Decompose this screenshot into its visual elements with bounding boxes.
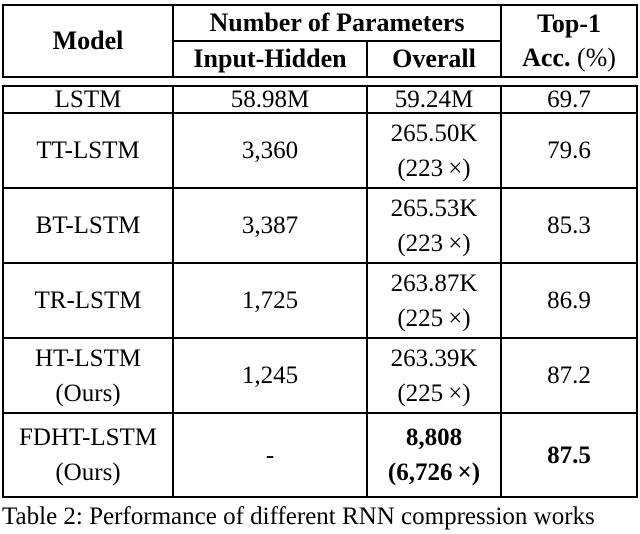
header-top1-acc: Top-1 Acc. (%) [500, 4, 639, 78]
cell-top1-acc: 85.3 [500, 187, 638, 264]
cell-model: FDHT-LSTM (Ours) [2, 412, 174, 498]
overall-ratio: (225 ×) [397, 304, 471, 332]
cell-model: LSTM [2, 85, 174, 114]
table-row-tr-lstm: TR-LSTM 1,725 263.87K (225 ×) 86.9 [2, 262, 638, 339]
table-row-ht-lstm: HT-LSTM (Ours) 1,245 263.39K (225 ×) 87.… [2, 337, 638, 414]
overall-value: 265.50K [390, 119, 478, 147]
header-top1-line1: Top-1 [536, 9, 602, 38]
overall-value: 263.87K [390, 269, 478, 297]
table-caption: Table 2: Performance of different RNN co… [2, 503, 595, 530]
model-name: FDHT-LSTM [19, 424, 157, 451]
header-row-1: Model Number of Parameters Top-1 Acc. (%… [2, 4, 639, 78]
cell-model: BT-LSTM [2, 187, 174, 264]
cell-top1-acc: 87.2 [500, 337, 638, 414]
cell-overall: 263.39K (225 ×) [366, 337, 502, 414]
header-input-hidden: Input-Hidden [172, 40, 368, 78]
cell-input-hidden: 3,360 [172, 112, 368, 189]
model-name: BT-LSTM [35, 212, 141, 239]
overall-ratio: (223 ×) [397, 154, 471, 182]
header-overall: Overall [365, 40, 503, 78]
header-num-params: Number of Parameters [171, 4, 503, 42]
overall-value: 265.53K [390, 194, 478, 222]
cell-input-hidden: - [172, 412, 368, 498]
header-pct-label: (%) [576, 43, 616, 72]
table-row-fdht-lstm: FDHT-LSTM (Ours) - 8,808 (6,726 ×) 87.5 [2, 412, 638, 498]
table-row-lstm: LSTM 58.98M 59.24M 69.7 [2, 85, 638, 114]
cell-top1-acc: 87.5 [500, 412, 638, 498]
results-table-body: LSTM 58.98M 59.24M 69.7 TT-LSTM 3,360 26… [2, 85, 638, 498]
cell-overall: 265.53K (223 ×) [366, 187, 502, 264]
model-name: HT-LSTM [34, 344, 142, 372]
model-sub: (Ours) [55, 459, 121, 486]
cell-input-hidden: 1,725 [172, 262, 368, 339]
cell-model: TT-LSTM [2, 112, 174, 189]
cell-top1-acc: 86.9 [500, 262, 638, 339]
overall-ratio: (6,726 ×) [387, 459, 481, 486]
cell-model: HT-LSTM (Ours) [2, 337, 174, 414]
overall-value: 59.24M [394, 86, 474, 113]
cell-top1-acc: 79.6 [500, 112, 638, 189]
overall-value: 263.39K [390, 344, 478, 372]
table-row-tt-lstm: TT-LSTM 3,360 265.50K (223 ×) 79.6 [2, 112, 638, 189]
cell-model: TR-LSTM [2, 262, 174, 339]
results-table-header: Model Number of Parameters Top-1 Acc. (%… [2, 4, 639, 78]
overall-ratio: (223 ×) [397, 229, 471, 257]
header-model: Model [2, 4, 174, 78]
model-name: TR-LSTM [34, 287, 142, 314]
model-name: LSTM [54, 86, 122, 113]
model-sub: (Ours) [55, 379, 121, 407]
cell-overall: 265.50K (223 ×) [366, 112, 502, 189]
header-row-2: Input-Hidden Overall [3, 40, 637, 78]
overall-value: 8,808 [405, 424, 463, 451]
cell-overall: 263.87K (225 ×) [366, 262, 502, 339]
cell-input-hidden: 58.98M [172, 85, 368, 114]
cell-overall: 59.24M [366, 85, 502, 114]
cell-overall: 8,808 (6,726 ×) [366, 412, 502, 498]
model-name: TT-LSTM [36, 137, 140, 164]
table-row-bt-lstm: BT-LSTM 3,387 265.53K (223 ×) 85.3 [2, 187, 638, 264]
cell-input-hidden: 3,387 [172, 187, 368, 264]
header-top1-line2: Acc. (%) [503, 41, 635, 75]
cell-top1-acc: 69.7 [500, 85, 638, 114]
overall-ratio: (225 ×) [397, 379, 471, 407]
header-acc-label: Acc. [522, 43, 571, 72]
cell-input-hidden: 1,245 [172, 337, 368, 414]
